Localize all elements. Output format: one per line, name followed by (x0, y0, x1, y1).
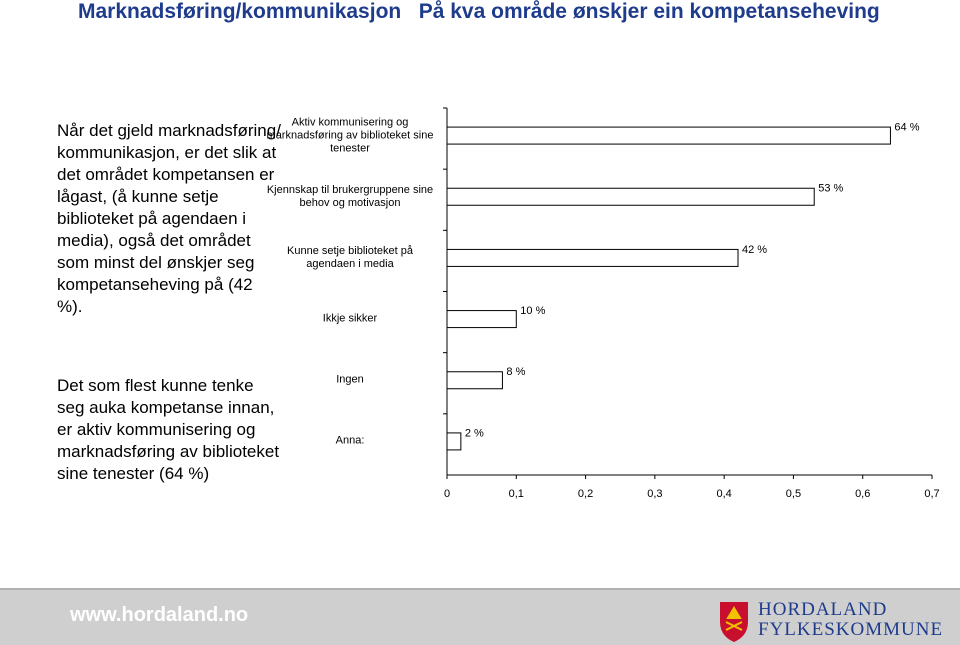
x-tick-label: 0,1 (509, 488, 524, 500)
bar (446, 187, 815, 206)
x-tick-label: 0,7 (924, 488, 939, 500)
bar (446, 432, 462, 451)
org-name: FYLKESKOMMUNE (758, 619, 944, 640)
value-label: 42 % (742, 244, 767, 256)
paragraph: Det som flest kunne tenke seg auka kompe… (57, 376, 280, 483)
value-label: 8 % (506, 366, 525, 378)
value-label: 64 % (894, 121, 919, 133)
y-tick-label: Kjennskap til brukergruppene sine behov … (266, 183, 434, 209)
slide-title: Marknadsføring/kommunikasjon På kva områ… (78, 0, 880, 23)
logo (720, 602, 748, 642)
bar (446, 310, 517, 329)
bar (446, 248, 739, 267)
value-label: 10 % (520, 305, 545, 317)
y-tick-label: Aktiv kommunisering og marknadsføring av… (266, 116, 434, 155)
x-tick-label: 0,5 (786, 488, 801, 500)
x-tick-label: 0,4 (716, 488, 731, 500)
logo-emblem (725, 606, 743, 631)
logo-shield (720, 602, 748, 642)
y-tick-label: Ingen (336, 373, 364, 386)
chart: 0 0,1 0,2 0,3 0,4 0,5 0,6 0,7 64 % 53 % 42 % 10 % 8 … (443, 107, 940, 500)
value-label: 53 % (818, 183, 843, 195)
footer: www.hordaland.no HORDALAND FYLKESKOMMUNE (0, 588, 960, 645)
x-tick-label: 0,6 (855, 488, 870, 500)
org-name: HORDALAND (758, 599, 888, 620)
bar (446, 371, 503, 390)
value-label: 2 % (465, 427, 484, 439)
bar (446, 126, 891, 145)
y-tick-label: Anna: (335, 434, 365, 447)
paragraph: Når det gjeld marknadsføring/ kommunikas… (57, 121, 281, 316)
x-tick-label: 0 (444, 488, 450, 500)
x-tick-label: 0,2 (578, 488, 593, 500)
y-tick-label: Ikkje sikker (322, 312, 378, 325)
footer-url: www.hordaland.no (70, 604, 249, 626)
y-tick-label: Kunne setje biblioteket på agendaen i me… (287, 244, 413, 270)
x-tick-label: 0,3 (647, 488, 662, 500)
